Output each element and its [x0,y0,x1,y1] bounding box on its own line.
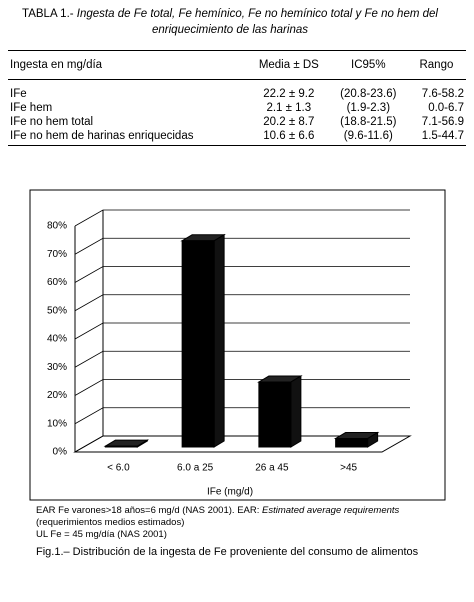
y-tick-label: 70% [47,249,67,260]
table-cell: IFe hem [10,102,53,114]
grid-line [74,322,410,340]
table-title: Ingesta de Fe total, Fe hemínico, Fe no … [76,8,438,36]
table-cell: IFe no hem total [10,116,94,128]
table-row: IFe no hem total 20.2 ± 8.7 (18.8-21.5) 7.1… [8,115,466,129]
grid-line [74,237,410,255]
table-label: TABLA 1.- [22,8,74,20]
chart-frame [29,189,446,501]
table-cell: (1.9-2.3) [346,102,391,114]
table-body: IFe 22.2 ± 9.2 (20.8-23.6) 7.6-58.2 IFe hem 2… [8,80,466,146]
y-tick-label: 40% [47,334,67,345]
note-text: EAR Fe varones>18 años=6 mg/d (NAS 2001)… [36,505,263,516]
table-cell: 22.2 ± 9.2 [263,88,315,100]
data-table: Ingesta en mg/día Media ± DS IC95% Rango… [8,50,466,146]
table-row: IFe no hem de harinas enriquecidas 10.6 ±… [8,129,466,146]
y-tick-label: 60% [47,277,67,288]
column-header: Media ± DS [247,50,330,80]
bar-side [290,375,302,448]
table-cell: 7.6-58.2 [421,88,464,100]
table-cell: 20.2 ± 8.7 [263,116,315,128]
column-header: IC95% [329,50,407,80]
bar [181,240,215,448]
note-text: Estimated average requirements [262,505,400,516]
table-cell: 1.5-44.7 [406,129,466,146]
table-cell: IFe [10,88,27,100]
y-tick-label: 50% [47,305,67,316]
table-cell: (18.8-21.5) [340,116,397,128]
grid-line [74,379,410,396]
bar [258,381,292,448]
grid-line [74,407,410,425]
column-header: Rango [406,50,466,80]
figure-caption: Fig.1.– Distribución de la ingesta de Fe… [36,546,419,558]
bar [335,438,369,448]
y-tick-label: 20% [47,390,67,401]
table-cell: IFe no hem de harinas enriquecidas [8,129,248,146]
bar [104,445,138,448]
table-row: IFe 22.2 ± 9.2 (20.8-23.6) 7.6-58.2 [8,80,466,102]
note-text: (requerimientos medios estimados) [36,517,185,528]
grid-line [74,294,410,312]
table-header: TABLA 1.- Ingesta de Fe total, Fe hemíni… [10,6,450,38]
column-header: Ingesta en mg/día [8,50,248,80]
x-tick-label: 26 a 45 [255,463,289,474]
table-cell: 2.1 ± 1.3 [266,102,312,114]
note-text: UL Fe = 45 mg/día (NAS 2001) [36,529,167,540]
y-tick-label: 30% [47,362,67,373]
y-tick-label: 80% [47,221,67,232]
table-cell: 7.1-56.9 [421,116,464,128]
table-cell: (20.8-23.6) [340,88,397,100]
x-axis-label: IFe (mg/d) [207,487,253,498]
y-tick-label: 10% [47,418,67,429]
table-cell: 0.0-6.7 [428,102,464,114]
grid-line [74,350,410,368]
bar-side [213,233,225,448]
table-cell: (9.6-11.6) [329,129,407,146]
chart: IFe (mg/d) 0% 10% 20% 30% 40% 50% 60% 70% 80% < 6… [29,189,446,501]
grid-line [74,209,410,227]
grid-line [74,266,410,283]
header-row: Ingesta en mg/día Media ± DS IC95% Rango [8,50,466,80]
table-row: IFe hem 2.1 ± 1.3 (1.9-2.3) 0.0-6.7 [8,101,466,115]
grid-line [74,435,410,453]
x-tick-label: 6.0 a 25 [177,463,214,474]
x-tick-label: >45 [340,463,357,474]
x-tick-label: < 6.0 [107,463,130,474]
table-cell: 10.6 ± 6.6 [247,129,330,146]
notes: EAR Fe varones>18 años=6 mg/d (NAS 2001)… [36,505,436,541]
y-tick-label: 0% [53,447,68,458]
